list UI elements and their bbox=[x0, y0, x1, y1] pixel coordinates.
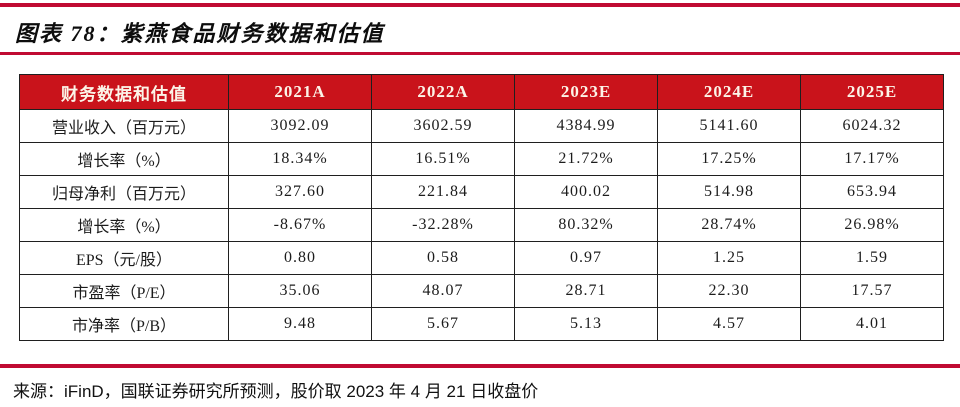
row-label-cell: 营业收入（百万元） bbox=[19, 109, 229, 143]
table-cell: 80.32% bbox=[514, 208, 658, 242]
financial-data-table: 财务数据和估值 2021A 2022A 2023E 2024E 2025E 营业… bbox=[19, 74, 944, 341]
table-row-eps: EPS（元/股） 0.80 0.58 0.97 1.25 1.59 bbox=[19, 241, 944, 275]
table-cell: 6024.32 bbox=[800, 109, 944, 143]
table-cell: 3092.09 bbox=[228, 109, 372, 143]
table-row-revenue: 营业收入（百万元） 3092.09 3602.59 4384.99 5141.6… bbox=[19, 109, 944, 143]
header-cell-2025e: 2025E bbox=[800, 74, 944, 110]
table-cell: -32.28% bbox=[371, 208, 515, 242]
table-row-profit-growth: 增长率（%） -8.67% -32.28% 80.32% 28.74% 26.9… bbox=[19, 208, 944, 242]
table-cell: 3602.59 bbox=[371, 109, 515, 143]
table-cell: 35.06 bbox=[228, 274, 372, 308]
table-cell: 26.98% bbox=[800, 208, 944, 242]
title-underline-rule bbox=[0, 52, 960, 55]
table-cell: 0.80 bbox=[228, 241, 372, 275]
table-cell: 5.67 bbox=[371, 307, 515, 341]
table-row-pb: 市净率（P/B） 9.48 5.67 5.13 4.57 4.01 bbox=[19, 307, 944, 341]
table-cell: 18.34% bbox=[228, 142, 372, 176]
row-label-cell: 市盈率（P/E） bbox=[19, 274, 229, 308]
header-cell-2022a: 2022A bbox=[371, 74, 515, 110]
table-cell: 17.17% bbox=[800, 142, 944, 176]
table-cell: 28.71 bbox=[514, 274, 658, 308]
table-cell: 0.97 bbox=[514, 241, 658, 275]
table-cell: 4.57 bbox=[657, 307, 801, 341]
table-cell: -8.67% bbox=[228, 208, 372, 242]
table-cell: 22.30 bbox=[657, 274, 801, 308]
row-label-cell: 归母净利（百万元） bbox=[19, 175, 229, 209]
table-cell: 16.51% bbox=[371, 142, 515, 176]
row-label-cell: 增长率（%） bbox=[19, 142, 229, 176]
table-cell: 4.01 bbox=[800, 307, 944, 341]
table-cell: 0.58 bbox=[371, 241, 515, 275]
header-cell-2021a: 2021A bbox=[228, 74, 372, 110]
table-cell: 17.57 bbox=[800, 274, 944, 308]
table-cell: 1.59 bbox=[800, 241, 944, 275]
table-cell: 21.72% bbox=[514, 142, 658, 176]
table-cell: 653.94 bbox=[800, 175, 944, 209]
table-cell: 514.98 bbox=[657, 175, 801, 209]
table-row-pe: 市盈率（P/E） 35.06 48.07 28.71 22.30 17.57 bbox=[19, 274, 944, 308]
table-row-net-profit: 归母净利（百万元） 327.60 221.84 400.02 514.98 65… bbox=[19, 175, 944, 209]
table-header-row: 财务数据和估值 2021A 2022A 2023E 2024E 2025E bbox=[19, 74, 944, 110]
source-note: 来源：iFinD，国联证券研究所预测，股价取 2023 年 4 月 21 日收盘… bbox=[13, 382, 539, 401]
table-cell: 5141.60 bbox=[657, 109, 801, 143]
table-cell: 48.07 bbox=[371, 274, 515, 308]
row-label-cell: 市净率（P/B） bbox=[19, 307, 229, 341]
header-cell-metric: 财务数据和估值 bbox=[19, 74, 229, 110]
table-cell: 5.13 bbox=[514, 307, 658, 341]
footer-rule bbox=[0, 364, 960, 368]
table-cell: 9.48 bbox=[228, 307, 372, 341]
table-cell: 4384.99 bbox=[514, 109, 658, 143]
table-cell: 17.25% bbox=[657, 142, 801, 176]
top-rule bbox=[0, 3, 960, 7]
table-cell: 221.84 bbox=[371, 175, 515, 209]
table-cell: 28.74% bbox=[657, 208, 801, 242]
table-cell: 1.25 bbox=[657, 241, 801, 275]
table-cell: 400.02 bbox=[514, 175, 658, 209]
row-label-cell: 增长率（%） bbox=[19, 208, 229, 242]
row-label-cell: EPS（元/股） bbox=[19, 241, 229, 275]
table-cell: 327.60 bbox=[228, 175, 372, 209]
header-cell-2024e: 2024E bbox=[657, 74, 801, 110]
header-cell-2023e: 2023E bbox=[514, 74, 658, 110]
table-row-revenue-growth: 增长率（%） 18.34% 16.51% 21.72% 17.25% 17.17… bbox=[19, 142, 944, 176]
figure-title: 图表 78：紫燕食品财务数据和估值 bbox=[15, 21, 385, 46]
